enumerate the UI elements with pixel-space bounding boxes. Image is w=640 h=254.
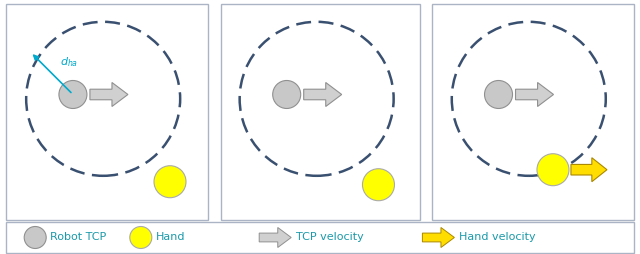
- Polygon shape: [304, 83, 342, 106]
- FancyBboxPatch shape: [6, 4, 208, 220]
- Text: Hand velocity: Hand velocity: [460, 232, 536, 243]
- Text: Robot TCP: Robot TCP: [50, 232, 106, 243]
- Text: TCP velocity: TCP velocity: [296, 232, 364, 243]
- Polygon shape: [90, 83, 128, 106]
- FancyBboxPatch shape: [6, 222, 634, 253]
- Ellipse shape: [59, 81, 87, 108]
- Polygon shape: [422, 228, 454, 247]
- Ellipse shape: [24, 227, 46, 248]
- FancyBboxPatch shape: [221, 4, 420, 220]
- Ellipse shape: [273, 81, 301, 108]
- Ellipse shape: [154, 166, 186, 198]
- Polygon shape: [571, 158, 607, 182]
- FancyBboxPatch shape: [432, 4, 634, 220]
- Polygon shape: [259, 228, 291, 247]
- Ellipse shape: [484, 81, 513, 108]
- Ellipse shape: [537, 154, 569, 186]
- Polygon shape: [516, 83, 554, 106]
- Ellipse shape: [362, 169, 394, 201]
- Ellipse shape: [130, 227, 152, 248]
- Text: Hand: Hand: [156, 232, 186, 243]
- Text: $d_{ha}$: $d_{ha}$: [60, 55, 78, 69]
